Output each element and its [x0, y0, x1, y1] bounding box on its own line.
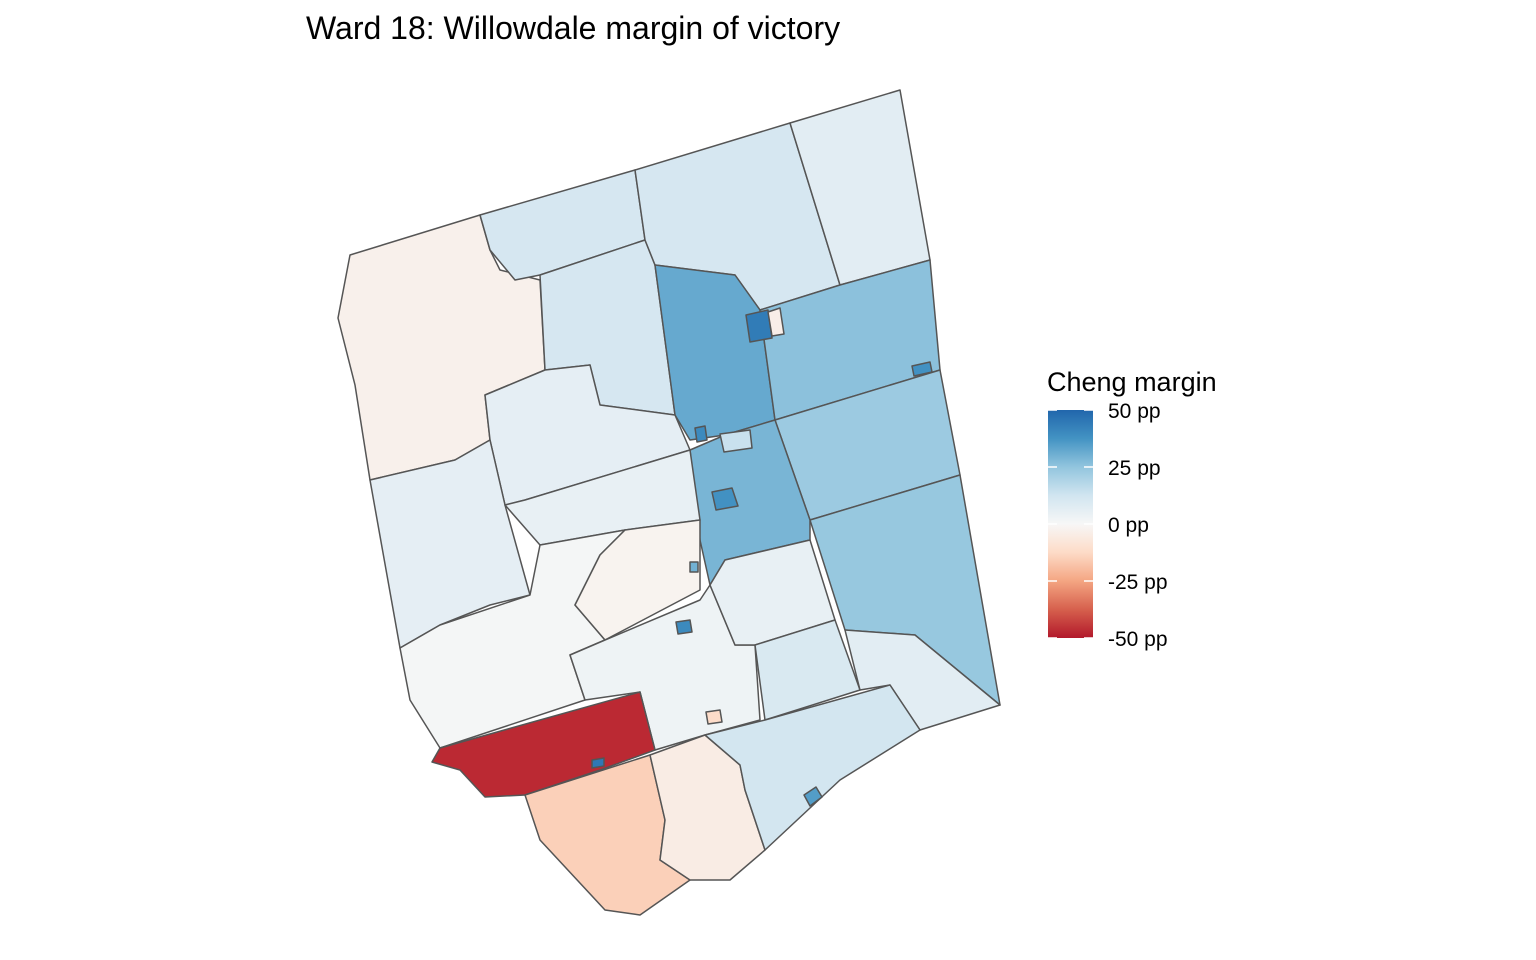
- legend-title: Cheng margin: [1047, 367, 1217, 397]
- legend-tick-label: -50 pp: [1108, 628, 1168, 651]
- map-region: [569, 584, 761, 751]
- map-title: Ward 18: Willowdale margin of victory: [306, 10, 841, 46]
- map-region: [719, 429, 753, 453]
- map-region: [689, 561, 699, 573]
- legend-tick-label: 0 pp: [1108, 514, 1149, 537]
- map-region: [803, 786, 823, 807]
- map-region: [694, 425, 708, 443]
- legend-colorbar: [1048, 410, 1093, 638]
- legend-tick-label: 25 pp: [1108, 457, 1161, 480]
- map-region: [759, 259, 941, 421]
- map-region: [911, 361, 933, 377]
- map-region: [745, 309, 773, 343]
- legend-tick-label: 50 pp: [1108, 400, 1161, 423]
- map-region: [705, 709, 723, 725]
- map-region: [675, 619, 693, 635]
- map-region: [711, 487, 739, 511]
- map-region: [704, 684, 921, 851]
- legend-tick-label: -25 pp: [1108, 571, 1168, 594]
- map-region: [591, 757, 605, 769]
- map-region: [767, 307, 785, 337]
